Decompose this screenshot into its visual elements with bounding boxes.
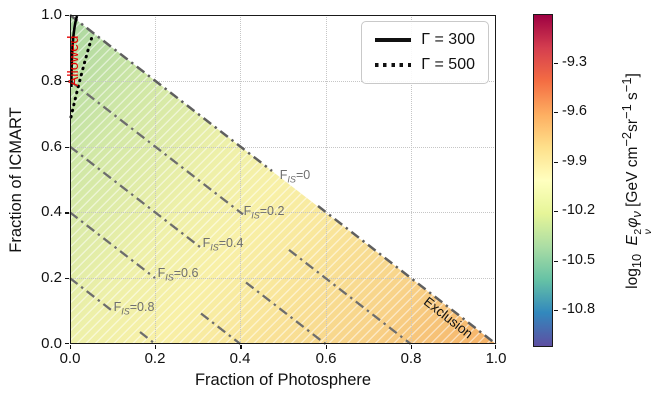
x-tick-label: 0.0 xyxy=(59,350,81,367)
x-axis-title: Fraction of Photosphere xyxy=(194,371,372,389)
x-tick xyxy=(410,345,413,349)
fis-0.8-line xyxy=(69,277,156,345)
legend-label: Γ = 500 xyxy=(421,56,475,73)
fis-0.6-line xyxy=(69,211,242,345)
x-tick-label: 0.6 xyxy=(315,350,337,367)
x-tick-label: 0.2 xyxy=(144,350,166,367)
x-tick-label: 0.8 xyxy=(400,350,422,367)
y-tick-label: 1.0 xyxy=(41,6,62,23)
contour-label-fis-0.4: FIS=0.4 xyxy=(202,236,244,253)
fis-0-line xyxy=(69,14,497,345)
gridline-x-0.6 xyxy=(325,15,327,344)
y-tick-label: 0.0 xyxy=(41,335,62,352)
y-tick-label: 0.6 xyxy=(41,138,62,155)
legend: Γ = 300 Γ = 500 xyxy=(361,21,489,84)
colorbar-tick-label: -10.2 xyxy=(562,202,596,218)
gamma-300-line xyxy=(70,15,79,88)
colorbar-tick-label: -9.3 xyxy=(562,54,587,70)
allowed-region-label: Allowed xyxy=(66,35,82,87)
gridline-y-0.2 xyxy=(70,278,496,280)
x-tick xyxy=(240,345,242,349)
colorbar-tick xyxy=(554,211,558,213)
x-tick-label: 0.4 xyxy=(229,350,251,367)
colorbar-axis-label: log10 E 2 ν φν [GeV cm−2sr−1 s−1] xyxy=(618,73,654,289)
y-tick xyxy=(65,15,69,17)
y-tick xyxy=(65,212,69,214)
dotted-line-sample xyxy=(375,63,412,67)
contour-label-fis-0: FIS=0 xyxy=(279,168,311,185)
y-axis-title: Fraction of ICMART xyxy=(7,107,25,253)
legend-label: Γ = 300 xyxy=(421,31,475,48)
colorbar-tick-label: -9.9 xyxy=(562,153,587,169)
contour-label-fis-0.2: FIS=0.2 xyxy=(243,204,285,221)
solid-line-sample xyxy=(375,38,412,42)
gridline-x-0.4 xyxy=(240,15,242,344)
y-tick xyxy=(65,146,69,148)
x-tick xyxy=(495,345,497,349)
x-tick xyxy=(325,345,327,349)
y-tick xyxy=(65,343,69,345)
gridline-y-0.4 xyxy=(70,212,496,214)
y-tick-label: 0.8 xyxy=(41,72,62,89)
gridline-y-0.6 xyxy=(70,146,496,148)
y-tick xyxy=(65,80,69,83)
gridline-x-0.2 xyxy=(155,15,157,344)
y-tick-label: 0.2 xyxy=(41,269,62,286)
colorbar-tick xyxy=(554,162,558,164)
legend-item-gamma-300: Γ = 300 xyxy=(375,31,475,49)
colorbar-tick xyxy=(554,310,558,312)
legend-item-gamma-500: Γ = 500 xyxy=(375,56,475,74)
x-tick xyxy=(70,345,72,349)
x-tick xyxy=(155,345,157,349)
colorbar xyxy=(533,14,553,347)
gridline-y-0.8 xyxy=(70,80,496,82)
colorbar-tick xyxy=(554,63,558,65)
colorbar-tick-label: -9.6 xyxy=(562,103,587,119)
colorbar-tick-label: -10.5 xyxy=(562,252,596,268)
contour-label-fis-0.8: FIS=0.8 xyxy=(113,300,155,317)
colorbar-tick-label: -10.8 xyxy=(562,301,596,317)
x-tick-label: 1.0 xyxy=(485,350,507,367)
colorbar-tick xyxy=(554,112,558,114)
fis-0.4-line xyxy=(69,145,327,345)
y-tick-label: 0.4 xyxy=(41,203,62,220)
gridline-x-0.8 xyxy=(410,15,412,344)
plot-area: FIS=0 FIS=0.2 FIS=0.4 FIS=0.6 FIS=0.8 Al… xyxy=(65,14,497,349)
contour-label-fis-0.6: FIS=0.6 xyxy=(157,266,199,283)
colorbar-tick xyxy=(554,261,558,263)
gamma-500-line xyxy=(69,37,93,119)
fis-0.2-line xyxy=(69,79,412,345)
y-tick xyxy=(65,278,69,280)
contour-lines-svg xyxy=(69,14,497,345)
